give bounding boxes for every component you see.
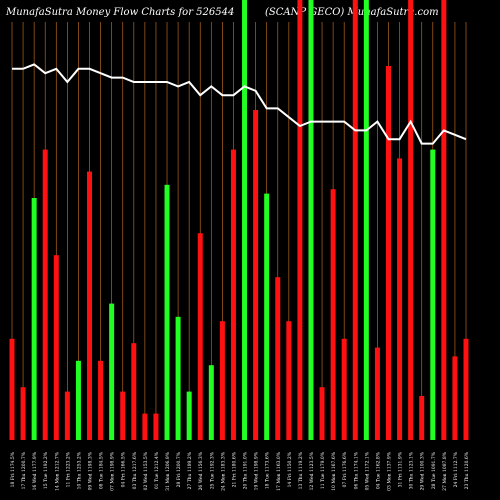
money-flow-bar	[164, 184, 170, 440]
money-flow-bar	[109, 303, 115, 440]
x-tick-label: 12 Wed 1123.5%	[309, 451, 315, 490]
x-tick-label: 19 Wed 1198.9%	[254, 451, 260, 490]
x-tick-label: 15 Tue 1192.2%	[43, 451, 49, 489]
x-tick-label: 06 Thu 1174.1%	[353, 451, 359, 489]
money-flow-bar	[153, 413, 159, 440]
x-tick-label: 31 Mon 1206.9%	[165, 451, 171, 491]
money-flow-bar	[319, 387, 325, 440]
money-flow-bar	[186, 391, 192, 440]
x-tick-label: 23 Thu 1120.6%	[464, 451, 470, 489]
chart-subtitle: (SCANP GECO) MunafaSutra.com	[265, 7, 439, 18]
money-flow-bar	[87, 171, 93, 440]
money-flow-bar	[175, 316, 181, 440]
price-line	[12, 63, 467, 145]
money-flow-bar	[242, 0, 248, 440]
money-flow-bar	[397, 158, 403, 440]
money-flow-bar	[264, 193, 270, 440]
money-flow-bar	[53, 255, 59, 440]
x-tick-label: 02 Wed 1153.5%	[143, 451, 149, 490]
x-tick-label: 05 Wed 1172.1%	[364, 451, 370, 490]
money-flow-bar	[9, 338, 15, 440]
x-tick-label: 14 Mon 1212.7%	[54, 451, 60, 491]
money-flow-bar	[275, 277, 281, 440]
money-flow-bar	[452, 356, 458, 440]
x-tick-label: 17 Thu 1200.7%	[21, 451, 27, 489]
bar-series	[9, 0, 469, 440]
x-tick-label: 30 Thu 1123.1%	[409, 451, 415, 489]
money-flow-bar	[463, 338, 469, 440]
x-tick-label: 08 Tue 1184.5%	[99, 451, 105, 489]
x-tick-label: 10 Thu 1253.2%	[76, 451, 82, 489]
money-flow-bar	[98, 360, 104, 440]
x-tick-label: 29 Wed 1100.3%	[420, 451, 426, 490]
x-tick-label: 13 Thu 1119.2%	[298, 451, 304, 489]
x-axis-labels: 18 Fri 1174.5% 17 Thu 1200.7% 16 Wed 1177.…	[10, 451, 470, 491]
chart-title: MunafaSutra Money Flow Charts for 526544	[5, 7, 234, 18]
x-tick-label: 14 Fri 1150.2%	[287, 451, 293, 487]
x-tick-label: 04 Fri 1166.5%	[121, 451, 127, 487]
money-flow-bar	[430, 149, 436, 440]
money-flow-bar	[352, 0, 358, 440]
money-flow-bar	[441, 0, 447, 440]
x-tick-label: 27 Thu 1189.2%	[187, 451, 193, 489]
money-flow-bar	[374, 347, 380, 440]
money-flow-bar	[341, 338, 347, 440]
money-flow-bar	[385, 66, 391, 440]
x-tick-label: 18 Tue 1173.6%	[265, 451, 271, 489]
x-tick-label: 03 Mon 1137.9%	[386, 451, 392, 491]
x-tick-label: 09 Wed 1198.3%	[88, 451, 94, 490]
price-line-path	[12, 63, 467, 145]
x-tick-label: 28 Tue 1091.7%	[431, 451, 437, 489]
x-tick-label: 10 Mon 1167.6%	[331, 451, 337, 491]
money-flow-bar	[31, 198, 37, 440]
money-flow-bar	[363, 0, 369, 440]
money-flow-bar	[42, 149, 48, 440]
money-flow-bar	[419, 396, 425, 440]
x-tick-label: 01 Tue 1212.4%	[154, 451, 160, 489]
money-flow-bar	[253, 110, 259, 440]
x-tick-label: 24 Mon 1183.3%	[220, 451, 226, 491]
money-flow-bar	[131, 343, 137, 440]
x-tick-label: 11 Tue 1179.0%	[320, 451, 326, 489]
x-tick-label: 16 Wed 1177.9%	[32, 451, 38, 490]
money-flow-bar	[230, 149, 236, 440]
x-tick-label: 11 Fri 1223.2%	[65, 451, 71, 487]
money-flow-bar	[75, 360, 81, 440]
money-flow-bar	[197, 233, 203, 440]
x-tick-label: 20 Thu 1191.0%	[243, 451, 249, 489]
money-flow-bar	[208, 365, 214, 440]
x-tick-label: 26 Wed 1156.3%	[198, 451, 204, 490]
x-tick-label: 07 Fri 1176.6%	[342, 451, 348, 487]
money-flow-bar	[20, 387, 26, 440]
money-flow-bar	[297, 0, 303, 440]
money-flow-bar	[308, 0, 314, 440]
money-flow-bar	[330, 189, 336, 440]
money-flow-bar	[64, 391, 70, 440]
money-flow-bar	[142, 413, 148, 440]
x-tick-label: 25 Tue 1192.3%	[209, 451, 215, 489]
x-tick-label: 18 Fri 1174.5%	[10, 451, 16, 487]
x-tick-label: 04 Tue 1162.8%	[375, 451, 381, 489]
x-tick-label: 21 Fri 1180.6%	[231, 451, 237, 487]
x-tick-label: 03 Thu 1217.6%	[132, 451, 138, 489]
x-tick-label: 27 Mon 1087.8%	[442, 451, 448, 491]
x-tick-label: 07 Mon 1198.9%	[110, 451, 116, 491]
money-flow-bar	[219, 321, 225, 440]
x-tick-label: 24 Fri 1112.7%	[453, 451, 459, 487]
x-tick-label: 17 Mon 1163.0%	[276, 451, 282, 491]
money-flow-bar	[408, 0, 414, 440]
money-flow-bar	[120, 391, 126, 440]
x-tick-label: 31 Fri 1131.9%	[398, 451, 404, 487]
x-tick-label: 28 Fri 1200.7%	[176, 451, 182, 487]
money-flow-bar	[286, 321, 292, 440]
